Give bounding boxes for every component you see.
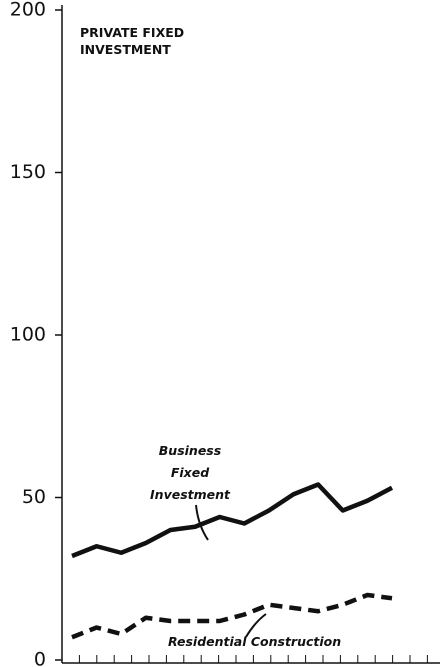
y-tick-label: 100	[10, 324, 46, 346]
pointer	[245, 613, 267, 638]
chart-title: PRIVATE FIXED INVESTMENT	[80, 25, 185, 57]
series-label: Residential Construction	[168, 634, 342, 649]
series-label: Business Fixed Investment	[150, 443, 230, 502]
y-tick-label: 50	[22, 486, 46, 508]
series-line	[71, 482, 394, 559]
y-tick-label: 150	[10, 161, 46, 183]
y-tick-label: 0	[34, 649, 46, 667]
y-tick-label: 200	[10, 0, 46, 21]
series-line	[71, 592, 393, 640]
